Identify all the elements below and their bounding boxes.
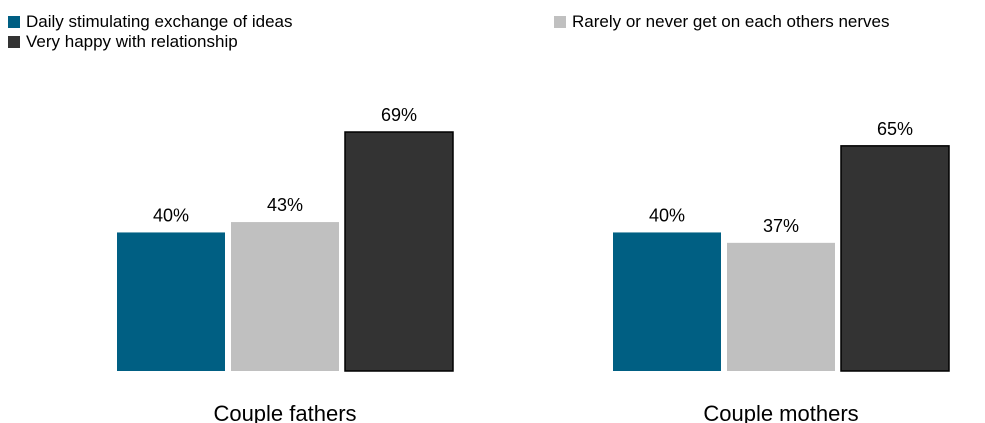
legend-item-nerves: Rarely or never get on each others nerve… <box>554 12 890 32</box>
bar-mothers-nerves <box>727 242 835 371</box>
legend-right: Rarely or never get on each others nerve… <box>554 12 890 32</box>
legend-swatch-ideas <box>8 16 20 28</box>
bar-fathers-happy <box>344 131 454 372</box>
legend-label-ideas: Daily stimulating exchange of ideas <box>26 12 293 31</box>
category-label-mothers: Couple mothers <box>703 401 858 423</box>
bar-mothers-ideas <box>613 232 721 371</box>
legend-swatch-nerves <box>554 16 566 28</box>
bar-mothers-happy <box>840 145 950 372</box>
data-label-fathers-ideas: 40% <box>153 205 189 225</box>
data-label-fathers-nerves: 43% <box>267 195 303 215</box>
data-label-fathers-happy: 69% <box>381 105 417 125</box>
data-label-mothers-nerves: 37% <box>763 216 799 236</box>
legend-item-ideas: Daily stimulating exchange of ideas <box>8 12 292 32</box>
legend-label-happy: Very happy with relationship <box>26 32 238 51</box>
data-label-mothers-happy: 65% <box>877 119 913 139</box>
legend-left: Daily stimulating exchange of ideas Very… <box>8 12 292 52</box>
bar-fathers-ideas <box>117 232 225 371</box>
bar-fathers-nerves <box>231 222 339 371</box>
legend-label-nerves: Rarely or never get on each others nerve… <box>572 12 890 31</box>
category-label-fathers: Couple fathers <box>213 401 356 423</box>
legend-item-happy: Very happy with relationship <box>8 32 292 52</box>
legend-swatch-happy <box>8 36 20 48</box>
data-label-mothers-ideas: 40% <box>649 205 685 225</box>
